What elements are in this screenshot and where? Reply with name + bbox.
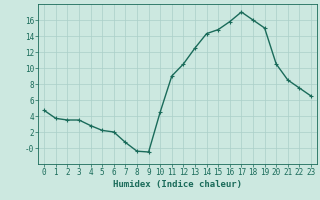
X-axis label: Humidex (Indice chaleur): Humidex (Indice chaleur) <box>113 180 242 189</box>
